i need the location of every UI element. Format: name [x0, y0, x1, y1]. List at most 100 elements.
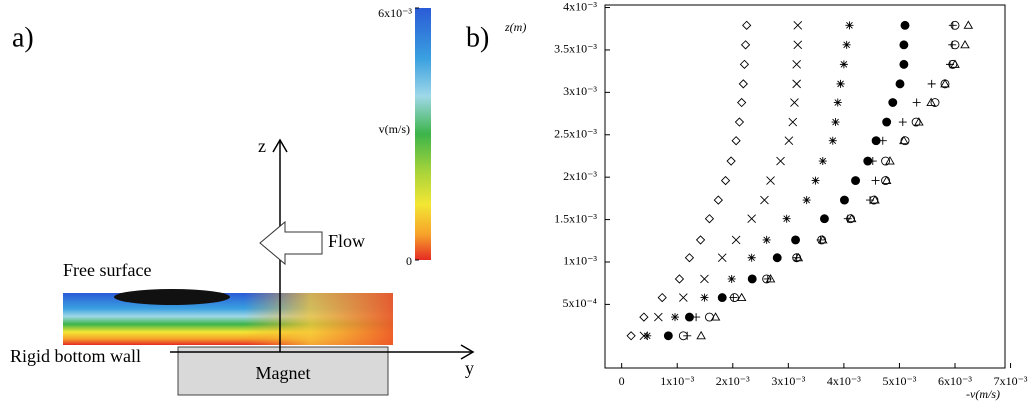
x-tick-label: 7x10⁻³: [994, 374, 1028, 388]
data-point: [882, 117, 892, 127]
data-point: [747, 253, 756, 262]
data-point: [736, 292, 747, 302]
data-point: [927, 79, 936, 88]
panel-label: a): [12, 22, 34, 53]
free-surface-label: Free surface: [63, 260, 151, 280]
y-tick-label: 2x10⁻³: [563, 169, 597, 183]
data-point: [868, 157, 877, 166]
data-point: [811, 176, 820, 185]
data-point: [765, 274, 776, 283]
data-point: [639, 312, 649, 322]
data-point: [720, 175, 731, 186]
data-point: [776, 156, 785, 166]
data-point: [842, 40, 851, 49]
data-point: [657, 292, 667, 303]
data-point: [926, 97, 936, 106]
data-point: [737, 97, 747, 108]
data-point: [717, 293, 727, 303]
data-point: [762, 274, 772, 284]
data-point: [839, 195, 849, 205]
data-point: [950, 20, 960, 30]
data-point: [726, 156, 736, 166]
data-point: [899, 40, 909, 50]
data-point: [818, 235, 828, 244]
y-axis-label: y: [465, 358, 474, 378]
data-point: [692, 313, 701, 322]
data-point: [684, 253, 695, 263]
data-point: [679, 293, 688, 302]
data-point: [696, 330, 706, 340]
data-point: [831, 118, 840, 127]
colorbar: [415, 8, 431, 260]
y-tick-label: 1x10⁻³: [563, 254, 597, 268]
data-point: [912, 98, 921, 107]
data-point: [948, 21, 957, 30]
flow-arrow: [259, 220, 323, 266]
data-point: [760, 195, 769, 205]
y-tick-label: 2.5x10⁻³: [554, 127, 597, 141]
data-point: [846, 213, 857, 223]
data-point: [671, 313, 679, 322]
data-point: [740, 40, 751, 50]
data-point: [792, 79, 801, 89]
y-tick-label: 5x10⁻⁴: [562, 296, 597, 310]
data-point: [885, 156, 895, 165]
data-point: [654, 312, 663, 322]
data-point: [793, 252, 804, 262]
data-point: [819, 214, 829, 224]
data-point: [695, 235, 706, 245]
data-point: [626, 331, 636, 341]
x-tick-label: 4x10⁻³: [827, 374, 861, 388]
data-point: [851, 176, 861, 186]
z-axis-label: z: [258, 136, 266, 156]
colorbar-tick-label: 6x10⁻³: [378, 6, 412, 20]
wall-label: Rigid bottom wall: [10, 346, 141, 366]
data-point: [914, 117, 924, 126]
y-tick-label: 3x10⁻³: [563, 84, 597, 98]
x-tick-label: 5x10⁻³: [882, 374, 916, 388]
data-point: [700, 274, 709, 284]
data-point: [793, 21, 803, 30]
data-point: [828, 136, 837, 145]
data-point: [766, 176, 775, 185]
data-point: [950, 40, 960, 50]
y-axis-title: z(m): [504, 20, 526, 34]
x-tick-label: 2x10⁻³: [716, 374, 750, 388]
data-point: [881, 156, 891, 166]
data-point: [818, 157, 827, 166]
data-point: [960, 39, 970, 49]
data-point: [704, 214, 715, 224]
data-point: [772, 253, 782, 263]
data-point: [963, 20, 974, 29]
data-point: [950, 59, 960, 68]
data-point: [782, 214, 791, 223]
data-point: [643, 331, 652, 340]
data-point: [899, 59, 909, 69]
data-point: [727, 274, 736, 283]
data-point: [793, 40, 803, 50]
data-point: [674, 274, 685, 284]
high-velocity-zone: [114, 289, 230, 305]
x-tick-label: 1x10⁻³: [660, 374, 694, 388]
panel-a: a) v(m/s) Free surface Rigid bottom wall…: [10, 6, 475, 396]
data-point: [747, 214, 756, 224]
data-point: [895, 79, 905, 89]
data-point: [791, 235, 801, 245]
data-point: [700, 293, 709, 302]
data-point: [900, 20, 910, 30]
data-point: [940, 78, 950, 88]
plot-frame: [604, 4, 1006, 369]
data-point: [742, 20, 752, 30]
panel-b: b) z(m) -v(m/s) 0 1x10⁻³ 2x10⁻³ 3x10⁻³ 4x10⁻…: [466, 0, 1028, 401]
data-point: [788, 117, 798, 127]
data-point: [663, 331, 673, 341]
magnet-label: Magnet: [256, 363, 311, 383]
data-point: [888, 98, 898, 107]
data-point: [845, 21, 854, 30]
y-tick-label: 4x10⁻³: [563, 0, 597, 13]
data-point: [878, 136, 887, 145]
x-axis-title: -v(m/s): [966, 387, 1000, 401]
data-point: [792, 60, 801, 69]
data-point: [713, 195, 723, 205]
colorbar-tick-label: 0: [406, 254, 412, 268]
